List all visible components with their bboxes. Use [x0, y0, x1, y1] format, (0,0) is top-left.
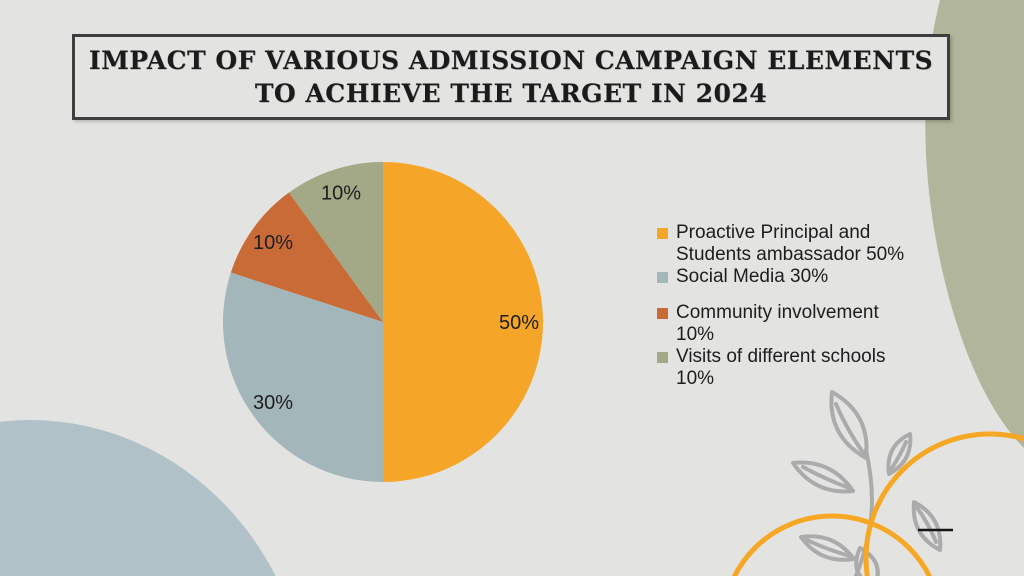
legend-label: Proactive Principal and Students ambassa…	[676, 222, 905, 265]
legend-swatch	[657, 308, 668, 319]
leaf-vein	[888, 440, 908, 473]
pie-data-label: 50%	[499, 312, 539, 334]
legend-item: Community involvement 10%	[657, 302, 925, 346]
legend-label: Community involvement 10%	[676, 302, 879, 345]
leaf-vein	[834, 402, 866, 456]
leaf-icon	[886, 432, 913, 476]
pie-slice	[230, 192, 383, 322]
title-box: IMPACT OF VARIOUS ADMISSION CAMPAIGN ELE…	[72, 34, 950, 120]
legend-label: Social Media 30%	[676, 266, 829, 287]
legend-label: Visits of different schools 10%	[676, 346, 886, 389]
leaf-icon	[799, 534, 856, 562]
orange-circle-small	[731, 513, 933, 576]
leaf-vein	[801, 465, 851, 490]
legend-item: Social Media 30%	[657, 266, 925, 288]
legend-item: Visits of different schools 10%	[657, 346, 925, 390]
leaf-branch-art	[791, 390, 943, 576]
leaf-stem	[854, 448, 874, 576]
leaf-icon	[911, 500, 943, 552]
leaf-icon	[829, 390, 869, 460]
leaf-icon	[791, 460, 855, 494]
legend-swatch	[657, 272, 668, 283]
pie-data-label: 10%	[253, 232, 293, 254]
leaf-vein	[913, 503, 938, 544]
leaf-vein	[805, 538, 852, 558]
legend-swatch	[657, 228, 668, 239]
pie-chart: 50% 30% 10% 10%	[222, 162, 543, 482]
pie-slice	[288, 162, 383, 322]
slide-title: IMPACT OF VARIOUS ADMISSION CAMPAIGN ELE…	[88, 46, 934, 108]
leaf-icon	[854, 546, 880, 576]
legend-swatch	[657, 352, 668, 363]
chart-legend: Proactive Principal and Students ambassa…	[657, 222, 925, 390]
pie-data-label: 10%	[321, 183, 361, 205]
orange-circle-large	[863, 431, 1024, 576]
legend-item: Proactive Principal and Students ambassa…	[657, 222, 925, 266]
pie-data-label: 30%	[253, 392, 293, 414]
pie-slice	[222, 272, 383, 482]
pie-slice	[383, 162, 543, 482]
